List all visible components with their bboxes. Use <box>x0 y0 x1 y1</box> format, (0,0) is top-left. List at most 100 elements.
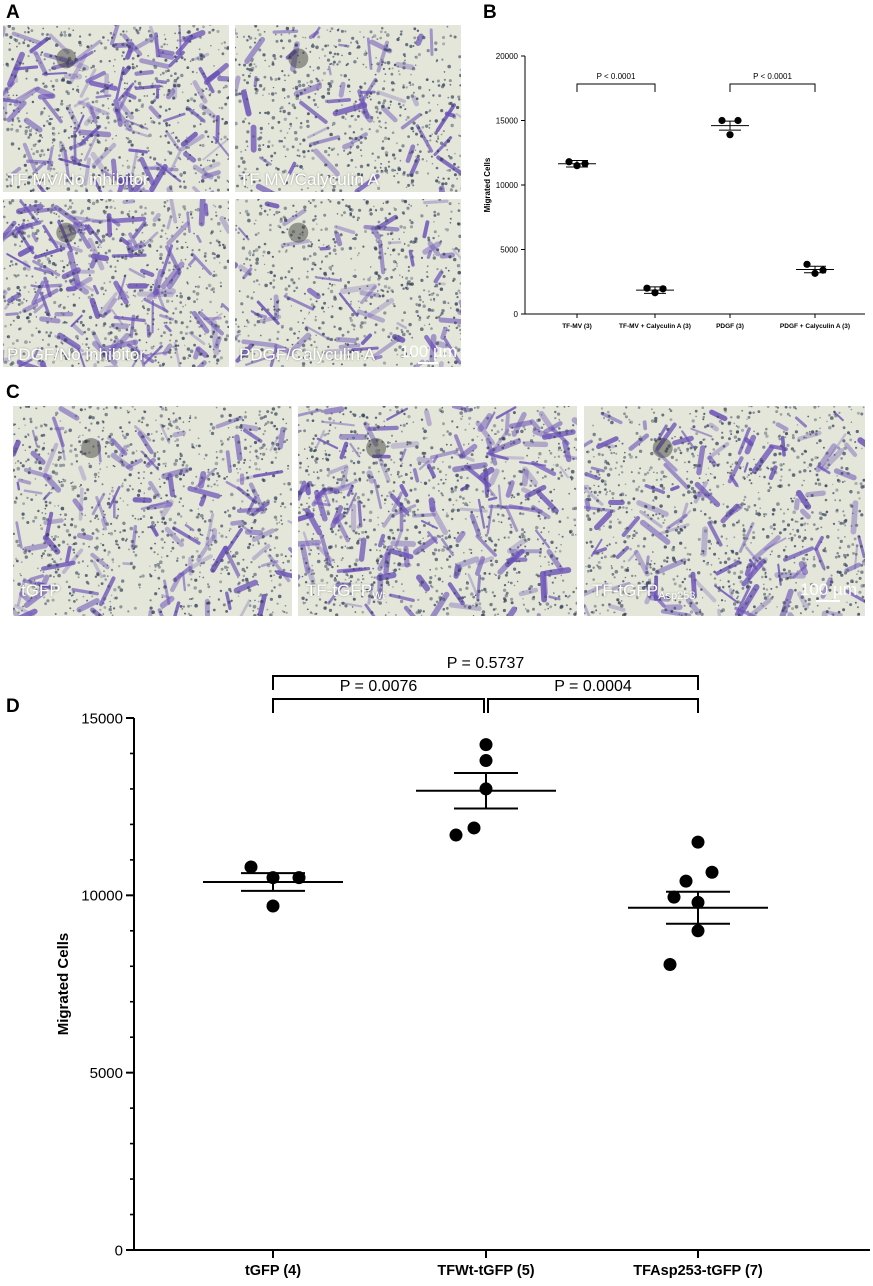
membrane-pore <box>284 604 287 607</box>
membrane-pore <box>103 549 107 552</box>
stained-cell <box>316 437 339 450</box>
membrane-pore <box>145 423 149 427</box>
membrane-pore <box>98 504 100 506</box>
membrane-pore <box>44 255 47 258</box>
membrane-pore <box>71 111 74 114</box>
membrane-pore <box>47 452 50 455</box>
membrane-pore <box>66 164 68 166</box>
membrane-pore <box>91 64 95 68</box>
membrane-pore <box>27 234 31 238</box>
membrane-pore <box>412 510 416 514</box>
membrane-pore <box>457 166 460 169</box>
membrane-pore <box>202 561 206 565</box>
membrane-pore <box>164 134 167 137</box>
membrane-pore <box>378 294 382 298</box>
membrane-pore <box>289 327 293 331</box>
stained-cell <box>22 302 39 313</box>
membrane-pore <box>347 46 349 48</box>
membrane-pore <box>152 312 155 315</box>
membrane-pore <box>279 226 282 229</box>
membrane-pore <box>323 301 327 305</box>
membrane-pore <box>11 223 14 227</box>
membrane-pore <box>340 278 342 280</box>
membrane-pore <box>324 450 326 452</box>
membrane-pore <box>15 94 18 97</box>
membrane-pore <box>386 299 389 303</box>
membrane-pore <box>293 131 298 135</box>
membrane-pore <box>369 295 374 299</box>
membrane-pore <box>368 423 370 425</box>
membrane-pore <box>416 36 419 39</box>
membrane-pore <box>334 533 337 536</box>
membrane-pore <box>196 113 200 117</box>
membrane-pore <box>177 512 181 516</box>
membrane-pore <box>402 332 406 337</box>
membrane-pore <box>156 493 159 496</box>
stained-cell <box>323 420 355 427</box>
membrane-pore <box>317 35 321 39</box>
membrane-pore <box>65 150 67 152</box>
membrane-pore <box>29 247 31 250</box>
membrane-pore <box>44 507 47 510</box>
membrane-pore <box>378 601 382 605</box>
stained-cell <box>427 241 441 257</box>
membrane-pore <box>80 229 83 231</box>
membrane-pore <box>398 595 401 598</box>
membrane-pore <box>77 576 80 579</box>
membrane-pore <box>132 67 134 70</box>
membrane-pore <box>202 105 205 108</box>
membrane-pore <box>28 312 32 316</box>
membrane-pore <box>104 251 108 255</box>
membrane-pore <box>290 555 292 558</box>
membrane-pore <box>6 173 9 176</box>
membrane-pore <box>197 157 202 162</box>
membrane-pore <box>97 246 100 249</box>
membrane-pore <box>174 347 178 351</box>
membrane-pore <box>269 223 272 227</box>
stained-cell <box>539 570 548 603</box>
membrane-pore <box>213 558 215 561</box>
membrane-pore <box>259 614 263 616</box>
membrane-pore <box>13 607 15 610</box>
membrane-pore <box>320 409 324 413</box>
membrane-pore <box>433 297 436 301</box>
stained-cell <box>29 36 50 53</box>
membrane-pore <box>194 603 198 608</box>
membrane-pore <box>404 352 408 356</box>
membrane-pore <box>91 416 95 420</box>
membrane-pore <box>237 329 241 333</box>
membrane-pore <box>382 101 385 105</box>
membrane-pore <box>359 324 362 327</box>
membrane-pore <box>298 83 302 88</box>
stained-cell <box>161 594 171 600</box>
membrane-pore <box>511 426 514 429</box>
membrane-pore <box>106 112 109 115</box>
membrane-pore <box>350 158 354 162</box>
membrane-pore <box>85 75 87 78</box>
membrane-pore <box>23 31 27 34</box>
membrane-pore <box>333 325 336 328</box>
membrane-pore <box>142 355 145 358</box>
membrane-pore <box>189 416 192 420</box>
membrane-pore <box>267 122 270 125</box>
stained-cell <box>90 151 110 179</box>
membrane-pore <box>564 469 567 471</box>
membrane-pore <box>271 92 275 96</box>
membrane-pore <box>87 327 91 331</box>
membrane-pore <box>71 485 74 488</box>
membrane-pore <box>248 36 253 40</box>
membrane-pore <box>263 430 267 433</box>
membrane-pore <box>375 272 379 276</box>
stained-cell <box>242 267 253 280</box>
stained-cell <box>377 239 386 275</box>
membrane-pore <box>158 88 161 91</box>
membrane-pore <box>286 297 290 301</box>
membrane-pore <box>179 477 182 481</box>
membrane-pore <box>329 289 334 294</box>
membrane-pore <box>163 33 166 36</box>
membrane-pore <box>443 78 446 81</box>
membrane-pore <box>197 508 200 510</box>
membrane-pore <box>146 224 149 226</box>
stained-cell <box>521 466 538 486</box>
